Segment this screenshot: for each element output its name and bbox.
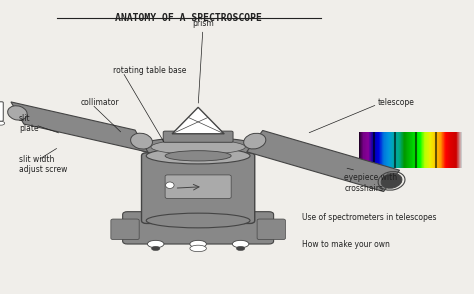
FancyBboxPatch shape — [165, 175, 231, 198]
Ellipse shape — [147, 240, 164, 248]
FancyBboxPatch shape — [123, 212, 273, 244]
Ellipse shape — [237, 246, 245, 250]
Polygon shape — [11, 102, 148, 152]
FancyBboxPatch shape — [257, 219, 285, 240]
Ellipse shape — [8, 106, 27, 120]
Text: eyepiece with
crosshairs: eyepiece with crosshairs — [345, 173, 398, 193]
Ellipse shape — [131, 133, 153, 149]
Text: collimator: collimator — [80, 98, 119, 107]
Ellipse shape — [244, 133, 266, 149]
Ellipse shape — [0, 121, 5, 125]
Text: slit
plate: slit plate — [19, 114, 38, 133]
Ellipse shape — [165, 151, 231, 161]
Ellipse shape — [151, 246, 160, 250]
Ellipse shape — [190, 245, 206, 252]
Text: Use of spectrometers in telescopes: Use of spectrometers in telescopes — [302, 213, 437, 222]
Ellipse shape — [381, 173, 402, 188]
FancyBboxPatch shape — [111, 219, 139, 240]
FancyBboxPatch shape — [0, 102, 3, 121]
Ellipse shape — [146, 148, 250, 164]
Ellipse shape — [190, 240, 206, 248]
Text: prism: prism — [192, 19, 214, 28]
Text: rotating table base: rotating table base — [113, 66, 187, 75]
Polygon shape — [172, 107, 224, 134]
Text: ANATOMY OF A SPECTROSCOPE: ANATOMY OF A SPECTROSCOPE — [115, 13, 262, 23]
Ellipse shape — [137, 138, 259, 157]
Ellipse shape — [146, 213, 250, 228]
Ellipse shape — [232, 240, 249, 248]
Polygon shape — [247, 131, 400, 191]
Ellipse shape — [165, 182, 174, 188]
Text: slit width
adjust screw: slit width adjust screw — [19, 155, 67, 174]
FancyBboxPatch shape — [142, 153, 255, 223]
Ellipse shape — [151, 140, 246, 154]
Text: How to make your own: How to make your own — [302, 240, 390, 248]
FancyBboxPatch shape — [163, 131, 233, 142]
Text: telescope: telescope — [377, 98, 414, 107]
